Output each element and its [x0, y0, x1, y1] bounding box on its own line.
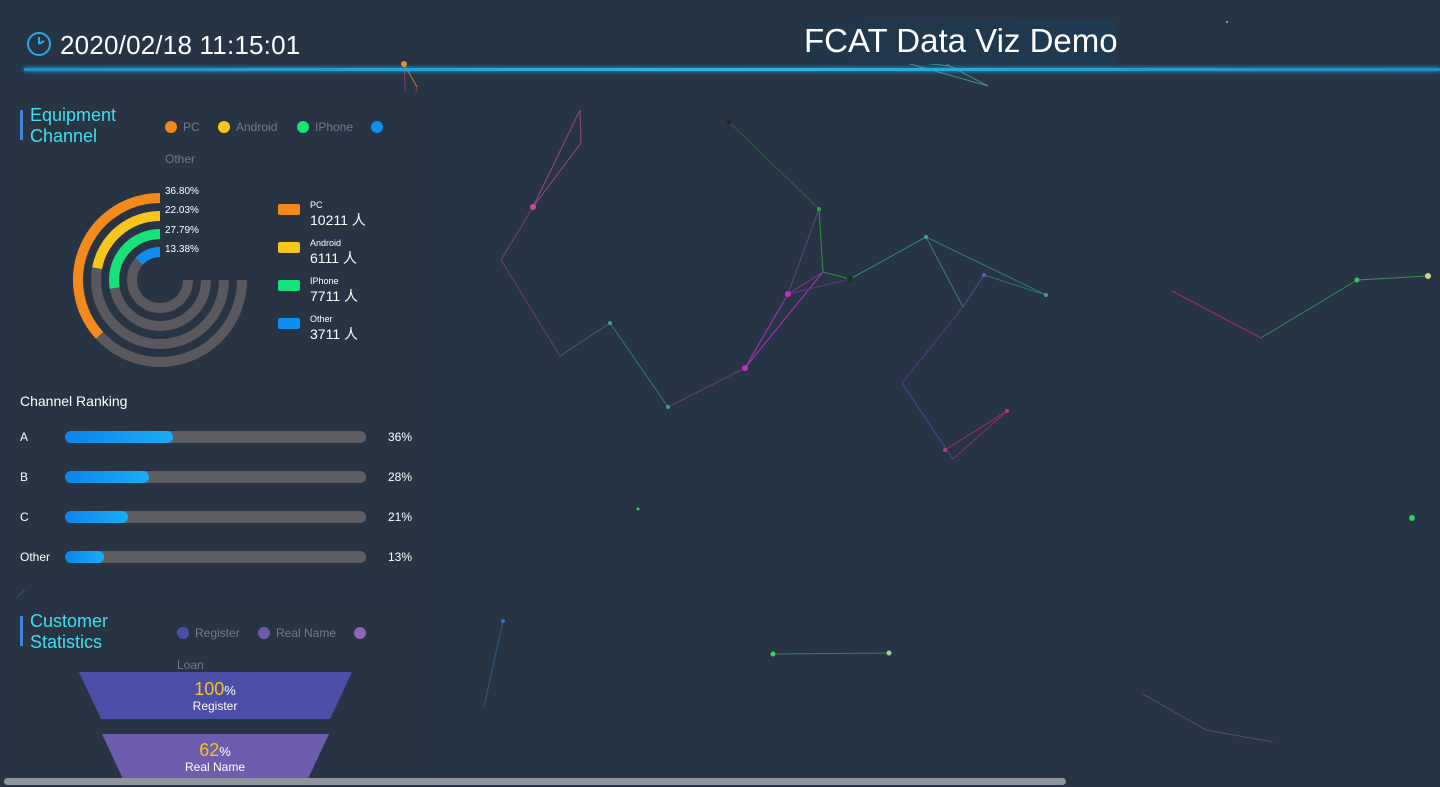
funnel-stage-name: Real Name [184, 760, 246, 774]
legend-item-pc[interactable]: PC [165, 120, 200, 134]
funnel-label-real-name: 62% Real Name [165, 740, 265, 774]
key-swatch [278, 280, 300, 291]
ring-arc-other[interactable] [135, 247, 161, 265]
ranking-percent: 36% [387, 430, 412, 444]
customer-title-line1: Customer [30, 611, 109, 631]
funnel-unit: % [224, 683, 236, 698]
legend-dot-icon [354, 627, 366, 639]
ranking-row-other: Other 13% [20, 547, 415, 567]
funnel-stage-name: Register [192, 699, 238, 713]
ranking-percent: 21% [387, 510, 412, 524]
key-name: Android [310, 238, 342, 248]
ring-percent-pc: 36.80% [165, 186, 199, 197]
ranking-track [65, 551, 366, 563]
ranking-row-c: C 21% [20, 507, 415, 527]
ranking-row-b: B 28% [20, 467, 415, 487]
ring-arc-android[interactable] [92, 211, 161, 270]
legend-item-loan[interactable] [354, 626, 372, 640]
key-value: 10211 人 [310, 212, 366, 228]
ranking-fill [65, 431, 174, 443]
ring-arc-iphone[interactable] [109, 229, 161, 289]
key-swatch [278, 318, 300, 329]
funnel-number: 100 [194, 679, 225, 699]
ranking-fill [65, 471, 150, 483]
equipment-ring-chart [73, 193, 247, 367]
key-value: 6111 人 [310, 250, 357, 266]
ring-arc-pc[interactable] [73, 193, 161, 339]
datetime-display: 2020/02/18 11:15:01 [60, 30, 301, 60]
customer-title-line2: Statistics [30, 632, 103, 652]
key-value: 7711 人 [310, 288, 358, 304]
ranking-label: C [20, 510, 29, 524]
ranking-label: B [20, 470, 29, 484]
customer-funnel-chart [79, 672, 352, 781]
funnel-stage-register [79, 672, 352, 719]
page-title: FCAT Data Viz Demo [804, 22, 1118, 59]
customer-title-marker [20, 616, 23, 646]
customer-panel-title: Customer Statistics [30, 611, 108, 653]
ranking-track [65, 511, 366, 523]
legend-item-iphone[interactable]: IPhone [297, 120, 353, 134]
funnel-number: 62 [199, 740, 220, 760]
key-swatch [278, 204, 300, 215]
funnel-unit: % [219, 744, 231, 759]
legend-dot-icon [297, 121, 309, 133]
funnel-stage-real-name [102, 734, 329, 781]
legend-dot-icon [218, 121, 230, 133]
key-name: Other [310, 314, 333, 324]
legend-label: Android [236, 120, 278, 134]
equipment-title-line2: Channel [30, 126, 98, 146]
legend-item-android[interactable]: Android [218, 120, 277, 134]
key-name: PC [310, 200, 323, 210]
ring-percent-android: 22.03% [165, 205, 199, 216]
ring-percent-other: 13.38% [165, 244, 199, 255]
ranking-fill [65, 551, 105, 563]
key-name: IPhone [310, 276, 339, 286]
ranking-row-a: A 36% [20, 427, 415, 447]
legend-dot-icon [165, 121, 177, 133]
horizontal-scrollbar[interactable] [4, 778, 1066, 785]
ranking-percent: 28% [387, 470, 412, 484]
legend-item-register[interactable]: Register [177, 626, 240, 640]
ranking-label: A [20, 430, 29, 444]
funnel-value: 100% [165, 679, 265, 700]
equipment-title-marker [20, 110, 23, 140]
legend-item-loan-label[interactable]: Loan [177, 658, 204, 672]
header-bar: 2020/02/18 11:15:01 FCAT Data Viz Demo [0, 0, 1440, 80]
ranking-label: Other [20, 550, 51, 564]
legend-label: PC [183, 120, 200, 134]
clock-icon [27, 32, 51, 56]
ring-percent-iphone: 27.79% [165, 225, 199, 236]
legend-dot-icon [258, 627, 270, 639]
title-backdrop [804, 20, 1116, 64]
legend-item-other[interactable] [371, 120, 389, 134]
channel-ranking-title: Channel Ranking [20, 393, 128, 409]
funnel-value: 62% [165, 740, 265, 761]
funnel-label-register: 100% Register [165, 679, 265, 713]
ranking-track [65, 431, 366, 443]
ranking-fill [65, 511, 129, 523]
legend-label: Real Name [276, 626, 337, 640]
ranking-percent: 13% [387, 550, 412, 564]
ranking-track [65, 471, 366, 483]
legend-item-other-label[interactable]: Other [165, 152, 196, 166]
equipment-title-line1: Equipment [30, 105, 117, 125]
equipment-panel-title: Equipment Channel [30, 105, 116, 147]
legend-label: Register [195, 626, 240, 640]
legend-dot-icon [371, 121, 383, 133]
key-swatch [278, 242, 300, 253]
key-value: 3711 人 [310, 326, 358, 342]
legend-label: IPhone [315, 120, 354, 134]
legend-item-real-name[interactable]: Real Name [258, 626, 336, 640]
header-divider [24, 68, 1440, 71]
legend-dot-icon [177, 627, 189, 639]
